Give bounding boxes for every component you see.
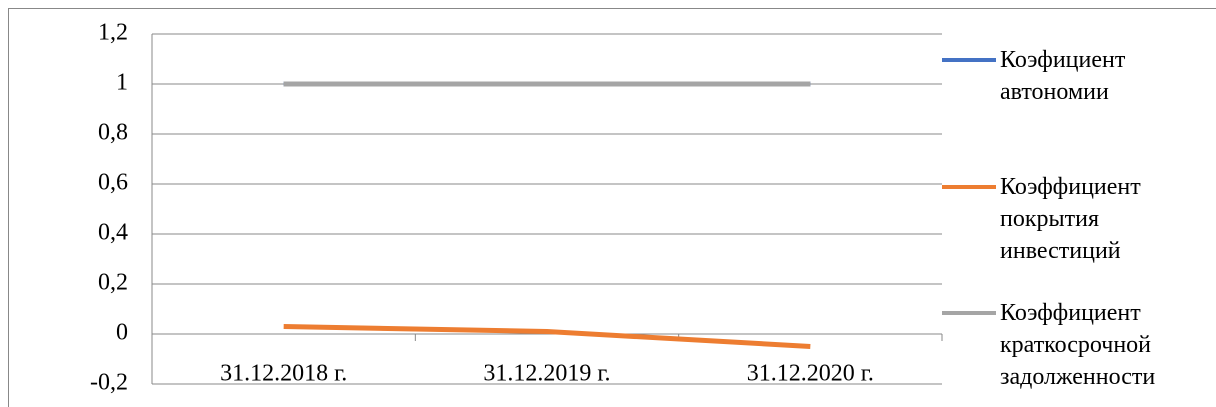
x-tick-label: 31.12.2018 г. [220,361,347,387]
chart-frame [8,8,1216,407]
x-tick-label: 31.12.2020 г. [747,361,874,387]
y-tick-label: -0,2 [90,370,128,396]
series-line [283,324,811,349]
y-tick-label: 0,8 [98,120,128,146]
y-tick-label: 0,6 [98,170,128,196]
y-tick-label: 0 [116,320,128,346]
y-tick-label: 1 [116,70,128,96]
legend-label: Коэффициент краткосрочной задолженности [1000,300,1156,390]
y-tick-label: 0,2 [98,270,128,296]
x-tick-label: 31.12.2019 г. [483,361,610,387]
y-tick-label: 1,2 [98,20,128,46]
legend-label: Коэффициент покрытия инвестиций [1000,174,1141,264]
legend-label: Коэфициент автономии [1000,47,1126,105]
y-tick-label: 0,4 [98,220,128,246]
